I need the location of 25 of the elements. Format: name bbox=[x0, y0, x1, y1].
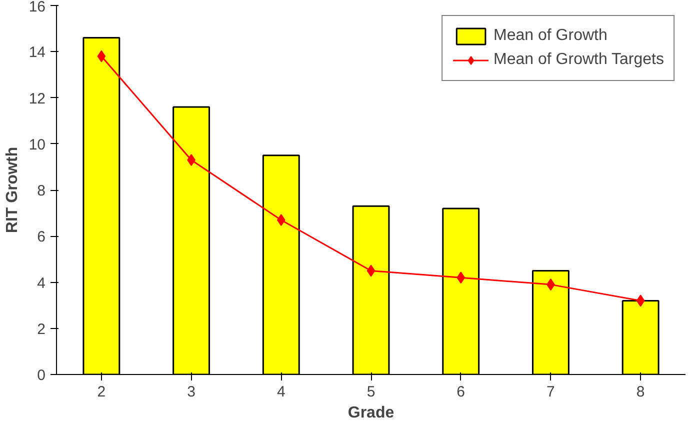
y-tick-label: 16 bbox=[28, 0, 46, 16]
y-tick-label: 14 bbox=[28, 44, 46, 62]
x-tick-label: 8 bbox=[636, 384, 645, 400]
x-tick-label: 5 bbox=[366, 384, 376, 400]
point bbox=[636, 294, 645, 307]
legend-label: Mean of Growth bbox=[494, 27, 608, 45]
point bbox=[276, 214, 286, 226]
point bbox=[97, 50, 106, 62]
y-tick-label: 4 bbox=[37, 274, 46, 292]
y-axis-title: RIT Growth bbox=[4, 146, 21, 234]
y-tick-label: 8 bbox=[37, 182, 46, 200]
y-tick-label: 10 bbox=[28, 136, 46, 154]
point bbox=[456, 272, 466, 284]
y-tick-label: 2 bbox=[37, 320, 46, 338]
legend-label: Mean of Growth Targets bbox=[494, 51, 664, 69]
y-tick-label: 6 bbox=[37, 228, 46, 246]
x-tick-label: 7 bbox=[546, 384, 555, 400]
y-tick-label: 0 bbox=[37, 367, 46, 384]
x-axis-title: Grade bbox=[348, 404, 394, 422]
x-tick-label: 2 bbox=[97, 384, 106, 400]
y-tick-label: 12 bbox=[28, 90, 46, 108]
x-tick-label: 3 bbox=[187, 384, 196, 400]
point bbox=[366, 264, 376, 277]
x-tick-label: 6 bbox=[456, 384, 466, 400]
x-tick-label: 4 bbox=[276, 384, 286, 400]
